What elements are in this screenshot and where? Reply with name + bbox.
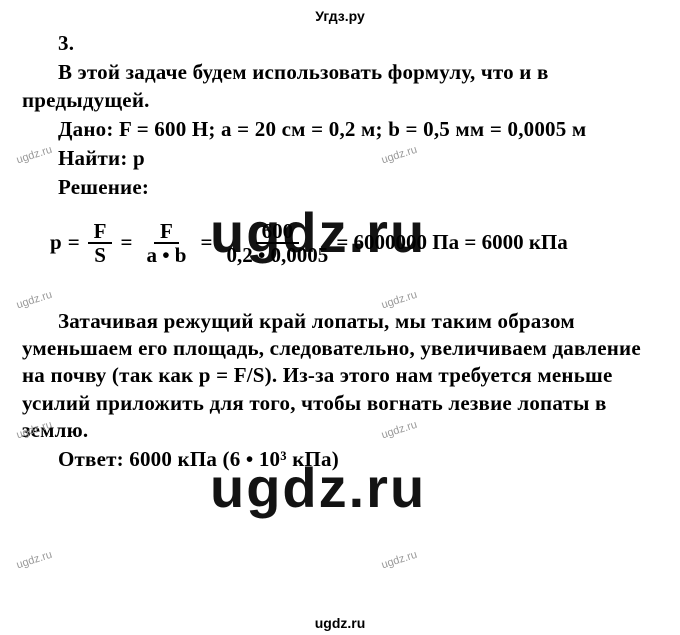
solution-label: Решение:: [22, 174, 658, 201]
watermark-small: ugdz.ru: [15, 549, 54, 572]
page: Угдз.ру 3. В этой задаче будем использов…: [0, 0, 680, 635]
frac3-bot: 0,2 • 0,0005: [220, 244, 334, 266]
frac1-top: F: [88, 220, 113, 244]
answer-text: Ответ: 6000 кПа (6 • 10³ кПа): [22, 446, 658, 473]
equals-icon: =: [194, 230, 218, 255]
frac1-bot: S: [88, 244, 112, 266]
eq-lhs: p: [22, 230, 62, 255]
fraction-3: 600 0,2 • 0,0005: [220, 220, 334, 266]
intro-text: В этой задаче будем использовать формулу…: [22, 59, 658, 114]
fraction-2: F a • b: [140, 220, 192, 266]
site-footer: ugdz.ru: [0, 615, 680, 631]
equation: p = F S = F a • b = 600 0,2 • 0,0005 = 6…: [22, 220, 658, 266]
equals-icon: =: [114, 230, 138, 255]
problem-number: 3.: [22, 30, 658, 57]
explanation-text: Затачивая режущий край лопаты, мы таким …: [22, 308, 658, 444]
given-text: Дано: F = 600 Н; a = 20 см = 0,2 м; b = …: [22, 116, 658, 143]
find-text: Найти: p: [22, 145, 658, 172]
watermark-small: ugdz.ru: [380, 549, 419, 572]
spacer: [22, 288, 658, 308]
eq-tail: = 6000000 Па = 6000 кПа: [336, 230, 567, 255]
equals-icon: =: [62, 230, 86, 255]
frac3-top: 600: [256, 220, 300, 244]
frac2-bot: a • b: [140, 244, 192, 266]
fraction-1: F S: [88, 220, 113, 266]
site-header: Угдз.ру: [22, 8, 658, 24]
frac2-top: F: [154, 220, 179, 244]
